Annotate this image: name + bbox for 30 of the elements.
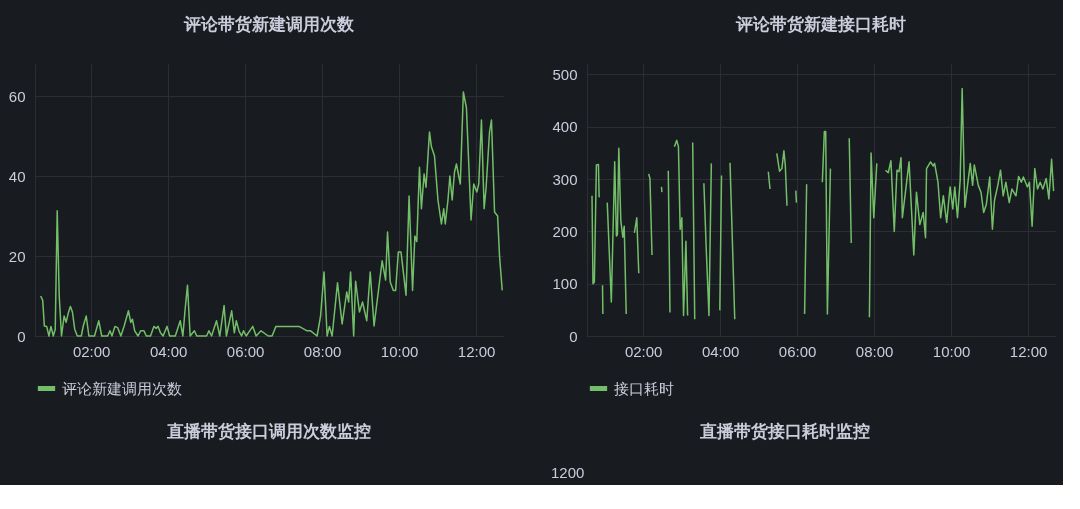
y-tick-label: 40 [8, 167, 26, 185]
y-tick-label: 0 [569, 327, 578, 345]
chart-title: 评论带货新建调用次数 [183, 15, 355, 34]
y-tick-label: 0 [17, 327, 26, 345]
legend-label: 评论新建调用次数 [62, 379, 182, 397]
y-tick-label: 300 [552, 170, 578, 188]
y-tick-label: 20 [8, 247, 26, 265]
x-tick-label: 12:00 [1009, 342, 1048, 360]
line-series [39, 91, 503, 337]
x-tick-label: 02:00 [624, 342, 663, 360]
text: 直播带货接口调用次数监控 [166, 422, 371, 441]
y-tick-label: 500 [552, 65, 578, 83]
x-tick-label: 06:00 [778, 342, 817, 360]
y-tick-label: 60 [8, 87, 26, 105]
x-tick-label: 12:00 [457, 342, 496, 360]
x-tick-label: 08:00 [303, 342, 342, 360]
text: 1200 [551, 464, 585, 481]
chart-title: 评论带货新建接口耗时 [735, 15, 906, 34]
y-tick-label: 400 [552, 118, 578, 136]
x-tick-label: 04:00 [701, 342, 740, 360]
x-tick-label: 02:00 [72, 342, 111, 360]
text: 直播带货接口耗时监控 [699, 422, 870, 441]
y-tick-label: 100 [552, 275, 578, 293]
x-tick-label: 06:00 [226, 342, 265, 360]
x-tick-label: 04:00 [149, 342, 188, 360]
y-tick-label: 200 [552, 222, 578, 240]
x-tick-label: 10:00 [380, 342, 419, 360]
x-tick-label: 10:00 [932, 342, 971, 360]
x-tick-label: 08:00 [855, 342, 894, 360]
legend-label: 接口耗时 [614, 379, 674, 397]
